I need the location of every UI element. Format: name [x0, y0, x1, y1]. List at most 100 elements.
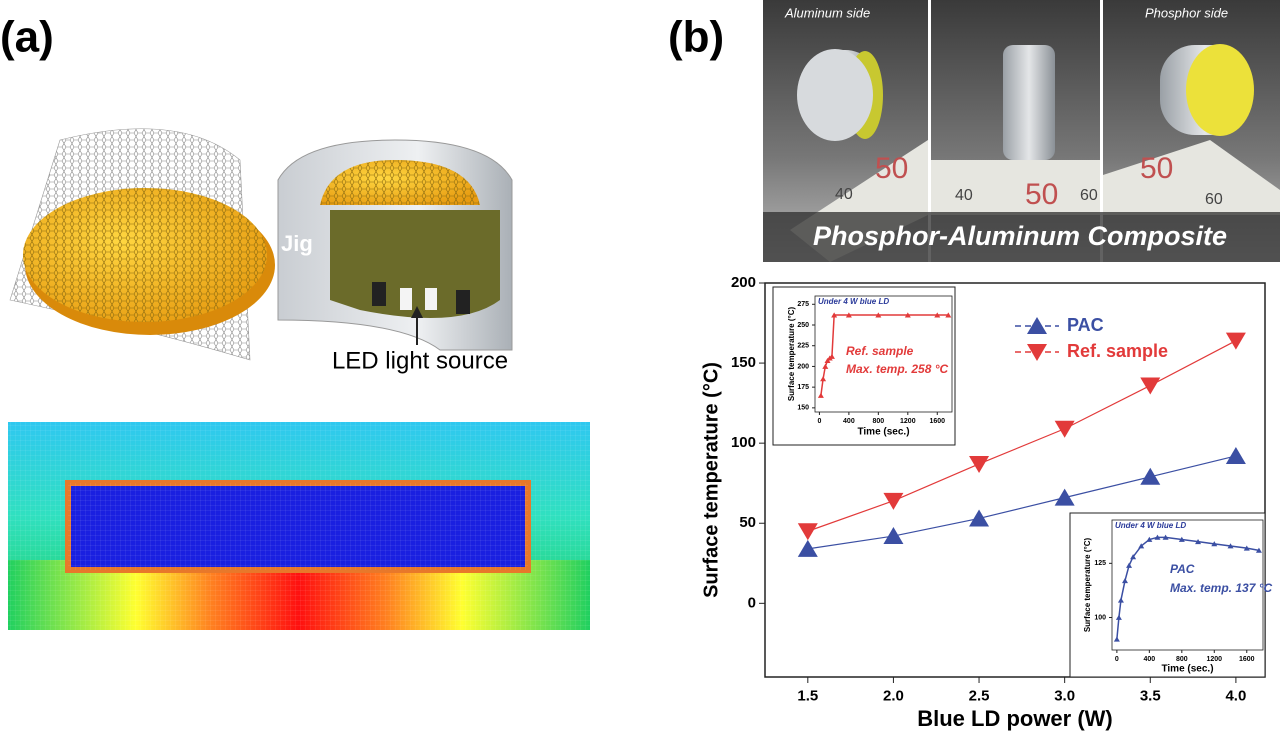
- marker: [822, 363, 829, 369]
- jig-cavity: [330, 210, 500, 318]
- legend-label: PAC: [1067, 315, 1104, 335]
- panel-label: (b): [668, 13, 724, 62]
- marker: [1154, 534, 1161, 540]
- x-tick-label: 800: [873, 418, 885, 425]
- ruler-label: 60: [1205, 191, 1223, 208]
- marker: [1162, 534, 1169, 540]
- marker: [817, 392, 824, 398]
- marker: [1113, 636, 1120, 642]
- x-tick-label: 2.5: [969, 687, 990, 704]
- sample-face: [797, 49, 873, 141]
- marker: [820, 376, 827, 382]
- y-tick-label: 100: [1094, 614, 1106, 621]
- y-tick-label: 275: [797, 301, 809, 308]
- marker: [1227, 543, 1234, 549]
- x-tick-label: 3.5: [1140, 687, 1161, 704]
- marker: [1117, 597, 1124, 603]
- marker: [1146, 536, 1153, 542]
- inset-title: Under 4 W blue LD: [1115, 521, 1186, 530]
- x-tick-label: 400: [1144, 656, 1156, 663]
- disk-mesh: [23, 188, 267, 322]
- y-axis-label: Surface temperature (°C): [787, 307, 796, 402]
- marker: [1126, 562, 1133, 568]
- marker: [1211, 541, 1218, 547]
- x-tick-label: 1200: [900, 418, 916, 425]
- y-tick-label: 50: [739, 514, 756, 531]
- marker: [1130, 554, 1137, 560]
- series-line: [807, 340, 1237, 532]
- x-tick-label: 800: [1176, 656, 1188, 663]
- marker: [1225, 332, 1246, 350]
- x-tick-label: 1200: [1207, 656, 1223, 663]
- marker: [1195, 538, 1202, 545]
- marker: [1178, 536, 1185, 542]
- marker: [1115, 614, 1122, 620]
- y-tick-label: 150: [797, 405, 809, 412]
- marker: [875, 312, 882, 318]
- x-tick-label: 3.0: [1054, 687, 1075, 704]
- marker: [797, 539, 818, 557]
- legend-label: Ref. sample: [1067, 341, 1168, 361]
- annotation: Ref. sample: [846, 344, 914, 358]
- y-axis-label: Surface temperature (°C): [1083, 538, 1092, 633]
- x-tick-label: 2.0: [883, 687, 904, 704]
- x-tick-label: 400: [843, 418, 855, 425]
- marker: [845, 312, 852, 318]
- sample-side: [1003, 45, 1055, 160]
- ruler-label: 60: [1080, 187, 1098, 204]
- marker: [1121, 577, 1128, 584]
- banner-text: Phosphor-Aluminum Composite: [813, 221, 1227, 251]
- marker: [883, 527, 904, 545]
- led: [400, 288, 412, 310]
- marker: [904, 312, 911, 318]
- marker: [1243, 545, 1250, 551]
- marker: [831, 312, 838, 318]
- annotation: Max. temp. 137 °C: [1170, 581, 1273, 595]
- ruler-label: 40: [955, 187, 973, 204]
- marker: [797, 523, 818, 541]
- heatmap-core-grid: [68, 483, 528, 570]
- inset-title: Under 4 W blue LD: [818, 297, 889, 306]
- marker: [1255, 547, 1262, 553]
- ruler-label: 50: [1025, 178, 1058, 211]
- x-tick-label: 0: [1115, 656, 1119, 663]
- led: [456, 290, 470, 314]
- plot-frame: [1111, 519, 1264, 651]
- legend-marker: [1027, 344, 1047, 361]
- marker: [969, 455, 990, 473]
- ruler: [931, 160, 1100, 215]
- legend-marker: [1027, 317, 1047, 334]
- x-axis-label: Blue LD power (W): [917, 706, 1113, 731]
- marker: [1054, 420, 1075, 438]
- y-tick-label: 225: [797, 343, 809, 350]
- sample-face: [1186, 44, 1254, 136]
- x-tick-label: 1.5: [797, 687, 818, 704]
- y-tick-label: 200: [797, 363, 809, 370]
- source-label: LED light source: [332, 347, 508, 374]
- led: [372, 282, 386, 306]
- ruler-label: 40: [835, 186, 853, 203]
- y-tick-label: 175: [797, 384, 809, 391]
- ruler-label: 50: [875, 152, 908, 185]
- y-tick-label: 250: [797, 322, 809, 329]
- x-axis-label: Time (sec.): [1161, 664, 1213, 675]
- jig-label: Jig: [281, 231, 313, 256]
- series-line: [1116, 536, 1260, 640]
- marker: [828, 353, 835, 359]
- x-axis-label: Time (sec.): [857, 427, 909, 438]
- x-tick-label: 0: [817, 418, 821, 425]
- marker: [1140, 467, 1161, 485]
- plot-frame: [814, 295, 953, 413]
- photo-caption: Aluminum side: [784, 5, 870, 20]
- led: [425, 288, 437, 310]
- y-tick-label: 0: [748, 594, 756, 611]
- annotation: PAC: [1170, 562, 1195, 576]
- marker: [969, 509, 990, 527]
- inset-frame: [772, 286, 956, 446]
- series-line: [807, 455, 1237, 550]
- y-tick-label: 150: [731, 354, 756, 371]
- arrow-head: [411, 306, 423, 318]
- x-tick-label: 1600: [929, 418, 945, 425]
- marker: [1225, 446, 1246, 464]
